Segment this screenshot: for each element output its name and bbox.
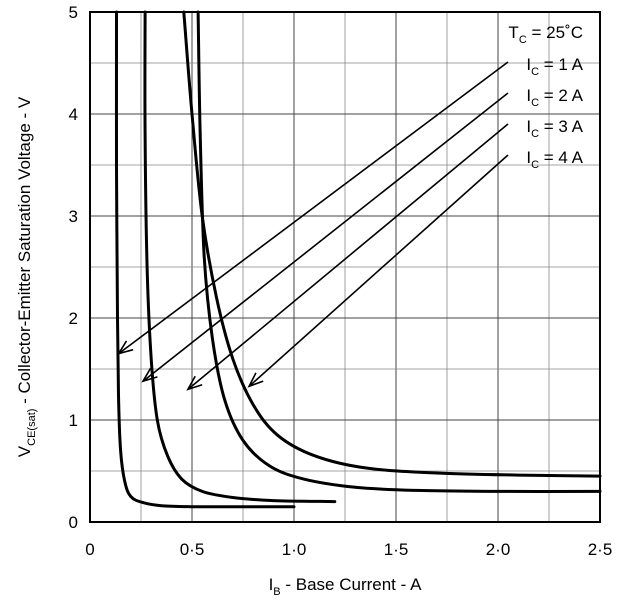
x-tick-label: 0 — [85, 540, 94, 559]
arrows — [116, 61, 509, 391]
y-tick-label: 5 — [69, 3, 78, 22]
curve-ic-2a — [143, 10, 337, 504]
x-tick-label: 1·0 — [282, 540, 307, 559]
arrowhead-ic-2a — [141, 367, 158, 383]
curve-ic-3a — [196, 10, 602, 493]
arrowhead-ic-4a — [247, 372, 264, 388]
curve-ic-1a — [114, 10, 296, 509]
plot-frame — [89, 11, 601, 523]
x-axis-label: IB - Base Current - A — [269, 575, 423, 598]
series-label-ic-1a: IC = 1 A — [526, 55, 583, 78]
x-tick-labels: 0 0·5 1·0 1·5 2·0 2·5 — [85, 540, 612, 559]
y-tick-label: 0 — [69, 513, 78, 532]
x-tick-label: 2·0 — [486, 540, 511, 559]
y-tick-label: 1 — [69, 411, 78, 430]
x-tick-label: 1·5 — [384, 540, 409, 559]
arrow-ic-3a — [187, 123, 509, 391]
series-label-ic-2a: IC = 2 A — [526, 86, 583, 109]
temperature-condition: TC = 25˚C — [508, 23, 583, 46]
arrowhead-ic-1a — [116, 340, 134, 356]
arrow-ic-4a — [248, 154, 509, 387]
curve-ic-4a — [182, 10, 602, 478]
y-axis-label: VCE(sat) - Collector-Emitter Saturation … — [15, 96, 38, 457]
arrow-ic-1a — [118, 61, 509, 355]
y-tick-label: 3 — [69, 207, 78, 226]
curves — [114, 10, 602, 509]
x-tick-label: 0·5 — [180, 540, 205, 559]
series-label-ic-3a: IC = 3 A — [526, 117, 583, 140]
arrow-ic-2a — [142, 92, 509, 382]
grid — [89, 11, 601, 523]
y-tick-labels: 0 1 2 3 4 5 — [69, 3, 78, 532]
y-tick-label: 4 — [69, 105, 78, 124]
series-labels: IC = 1 A IC = 2 A IC = 3 A IC = 4 A — [526, 55, 583, 171]
y-tick-label: 2 — [69, 309, 78, 328]
x-tick-label: 2·5 — [588, 540, 613, 559]
series-label-ic-4a: IC = 4 A — [526, 148, 583, 171]
arrowhead-ic-3a — [186, 375, 203, 391]
